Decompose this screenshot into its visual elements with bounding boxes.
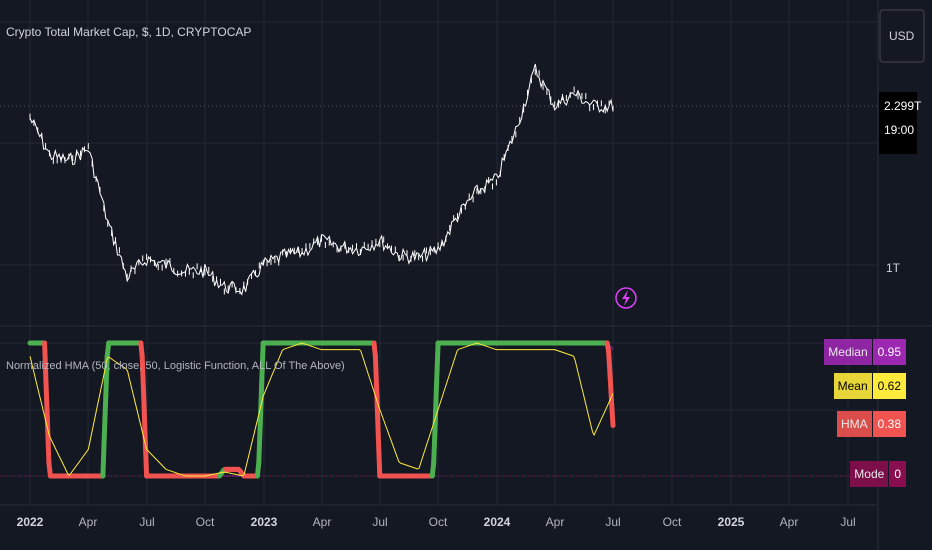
time-tick-label: Apr — [546, 515, 565, 529]
hma-series-segment — [43, 380, 50, 426]
mean-series-line — [29, 342, 614, 477]
badge-median: Median 0.95 — [824, 339, 906, 365]
time-tick-label: 2022 — [17, 515, 44, 529]
countdown: 19:00 — [884, 123, 914, 137]
time-tick-label: Oct — [429, 515, 448, 529]
last-price: 2.299T — [884, 99, 922, 113]
hma-series-segment — [103, 353, 110, 399]
price-level-label: 1T — [886, 261, 901, 275]
badge-mode: Mode 0 — [850, 461, 906, 487]
hma-series-segment — [141, 393, 148, 439]
badge-name: Mode — [850, 461, 889, 487]
time-tick-label: Apr — [780, 515, 799, 529]
time-tick-label: Apr — [79, 515, 98, 529]
badge-hma: HMA 0.38 — [836, 411, 906, 437]
hma-series-segment — [100, 433, 107, 479]
price-pane[interactable] — [29, 63, 614, 296]
indicator-title[interactable]: Normalized HMA (50, close, 50, Logistic … — [6, 360, 345, 372]
hma-series-segment — [372, 353, 380, 399]
last-price-tag: 2.299T 19:00 — [879, 92, 922, 154]
time-tick-label: Apr — [313, 515, 332, 529]
time-tick-label: 2024 — [484, 515, 511, 529]
time-tick-label: Jul — [139, 515, 154, 529]
hma-series-segment — [139, 353, 147, 399]
hma-series-segment — [431, 420, 438, 466]
indicator-pane[interactable] — [0, 340, 878, 479]
time-tick-label: Oct — [196, 515, 215, 529]
time-tick-label: Jul — [372, 515, 387, 529]
price-series-line — [29, 63, 614, 296]
hma-series-segment — [434, 340, 441, 386]
badge-mean: Mean 0.62 — [833, 373, 906, 399]
time-tick-label: Jul — [605, 515, 620, 529]
hma-series-segment — [257, 380, 265, 426]
time-tick-label: 2025 — [718, 515, 745, 529]
hma-series-segment — [609, 398, 616, 428]
symbol-title[interactable]: Crypto Total Market Cap, $, 1D, CRYPTOCA… — [6, 25, 251, 39]
time-tick-label: Oct — [663, 515, 682, 529]
badge-name: Mean — [833, 373, 872, 399]
time-axis[interactable]: 2022 Apr Jul Oct 2023 Apr Jul Oct 2024 Apr Jul Oct 2… — [17, 515, 856, 529]
badge-value: 0.95 — [872, 339, 906, 365]
currency-button[interactable]: USD — [879, 9, 925, 63]
hma-series-segment — [375, 433, 383, 479]
badge-value: 0.38 — [872, 411, 906, 437]
time-tick-label: 2023 — [251, 515, 278, 529]
hma-series-segment — [606, 348, 613, 379]
badge-value: 0.62 — [872, 373, 906, 399]
hma-series-segment — [259, 340, 266, 386]
grid — [0, 0, 878, 505]
alert-bolt-icon[interactable] — [615, 287, 637, 309]
currency-label: USD — [889, 29, 915, 43]
badge-value: 0 — [889, 461, 906, 487]
badge-name: HMA — [836, 411, 872, 437]
time-tick-label: Jul — [840, 515, 855, 529]
hma-series-segment — [256, 420, 263, 466]
badge-name: Median — [824, 339, 872, 365]
hma-series-segment — [42, 340, 49, 386]
hma-series-segment — [142, 433, 150, 479]
hma-series-segment — [101, 393, 109, 439]
